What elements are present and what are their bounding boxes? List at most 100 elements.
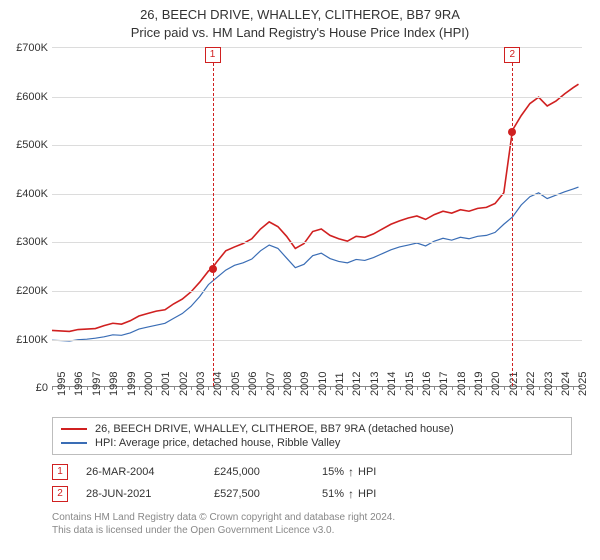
x-axis-label: 2023 xyxy=(543,372,555,396)
sale-marker-dot xyxy=(508,128,516,136)
x-axis-tick xyxy=(295,386,296,390)
x-axis-label: 2009 xyxy=(299,372,311,396)
legend-label: HPI: Average price, detached house, Ribb… xyxy=(95,437,340,449)
x-axis-label: 1996 xyxy=(73,372,85,396)
x-axis-label: 2007 xyxy=(265,372,277,396)
x-axis-label: 2004 xyxy=(212,372,224,396)
sale-marker-badge: 2 xyxy=(504,47,520,63)
sales-row-price: £245,000 xyxy=(214,466,304,478)
legend-swatch xyxy=(61,428,87,430)
sales-row-badge: 2 xyxy=(52,486,68,502)
gridline xyxy=(52,194,582,195)
sales-row-hpi-pct: 15% xyxy=(322,466,344,478)
x-axis-label: 2005 xyxy=(230,372,242,396)
sale-marker-line xyxy=(512,48,513,386)
chart-plot: £0£100K£200K£300K£400K£500K£600K£700K199… xyxy=(52,47,582,387)
footer-line2: This data is licensed under the Open Gov… xyxy=(52,524,572,537)
gridline xyxy=(52,291,582,292)
plot-area: £0£100K£200K£300K£400K£500K£600K£700K199… xyxy=(52,47,582,387)
arrow-up-icon: ↑ xyxy=(348,465,354,479)
gridline xyxy=(52,340,582,341)
y-axis-label: £400K xyxy=(0,188,48,200)
x-axis-label: 2015 xyxy=(404,372,416,396)
x-axis-label: 2012 xyxy=(351,372,363,396)
chart-title-line1: 26, BEECH DRIVE, WHALLEY, CLITHEROE, BB7… xyxy=(0,6,600,24)
x-axis-tick xyxy=(365,386,366,390)
x-axis-tick xyxy=(400,386,401,390)
sales-row-price: £527,500 xyxy=(214,488,304,500)
legend-item: 26, BEECH DRIVE, WHALLEY, CLITHEROE, BB7… xyxy=(61,422,563,436)
x-axis-tick xyxy=(226,386,227,390)
x-axis-label: 2021 xyxy=(508,372,520,396)
legend-label: 26, BEECH DRIVE, WHALLEY, CLITHEROE, BB7… xyxy=(95,423,454,435)
x-axis-tick xyxy=(434,386,435,390)
x-axis-tick xyxy=(243,386,244,390)
x-axis-tick xyxy=(573,386,574,390)
line-series-svg xyxy=(52,48,582,386)
x-axis-tick xyxy=(139,386,140,390)
sale-marker-badge: 1 xyxy=(205,47,221,63)
x-axis-label: 2019 xyxy=(473,372,485,396)
x-axis-label: 2024 xyxy=(560,372,572,396)
gridline xyxy=(52,97,582,98)
gridline xyxy=(52,145,582,146)
series-line-price_paid xyxy=(52,84,579,331)
arrow-up-icon: ↑ xyxy=(348,487,354,501)
footer-attribution: Contains HM Land Registry data © Crown c… xyxy=(52,511,572,537)
x-axis-tick xyxy=(521,386,522,390)
x-axis-label: 2011 xyxy=(334,372,346,396)
y-axis-label: £500K xyxy=(0,139,48,151)
x-axis-label: 2020 xyxy=(490,372,502,396)
x-axis-tick xyxy=(347,386,348,390)
x-axis-label: 2022 xyxy=(525,372,537,396)
x-axis-label: 2017 xyxy=(438,372,450,396)
x-axis-tick xyxy=(261,386,262,390)
y-axis-label: £0 xyxy=(0,382,48,394)
x-axis-tick xyxy=(278,386,279,390)
x-axis-tick xyxy=(539,386,540,390)
x-axis-tick xyxy=(174,386,175,390)
x-axis-label: 2018 xyxy=(456,372,468,396)
sales-table: 126-MAR-2004£245,00015%↑HPI228-JUN-2021£… xyxy=(52,461,572,505)
x-axis-tick xyxy=(556,386,557,390)
x-axis-label: 2006 xyxy=(247,372,259,396)
x-axis-tick xyxy=(313,386,314,390)
x-axis-tick xyxy=(87,386,88,390)
x-axis-label: 2013 xyxy=(369,372,381,396)
sales-row-hpi: 15%↑HPI xyxy=(322,465,422,479)
chart-title-line2: Price paid vs. HM Land Registry's House … xyxy=(0,24,600,42)
x-axis-label: 1998 xyxy=(108,372,120,396)
gridline xyxy=(52,242,582,243)
y-axis-label: £600K xyxy=(0,91,48,103)
x-axis-tick xyxy=(122,386,123,390)
x-axis-tick xyxy=(452,386,453,390)
sale-marker-dot xyxy=(209,265,217,273)
y-axis-label: £300K xyxy=(0,236,48,248)
y-axis-label: £200K xyxy=(0,285,48,297)
sales-row-date: 28-JUN-2021 xyxy=(86,488,196,500)
x-axis-tick xyxy=(504,386,505,390)
x-axis-tick xyxy=(208,386,209,390)
x-axis-tick xyxy=(382,386,383,390)
x-axis-label: 1997 xyxy=(91,372,103,396)
x-axis-tick xyxy=(156,386,157,390)
series-line-hpi xyxy=(52,187,579,341)
x-axis-label: 2003 xyxy=(195,372,207,396)
x-axis-tick xyxy=(69,386,70,390)
x-axis-label: 2025 xyxy=(577,372,589,396)
x-axis-label: 2016 xyxy=(421,372,433,396)
x-axis-label: 2008 xyxy=(282,372,294,396)
chart-title-block: 26, BEECH DRIVE, WHALLEY, CLITHEROE, BB7… xyxy=(0,0,600,41)
x-axis-label: 2001 xyxy=(160,372,172,396)
footer-line1: Contains HM Land Registry data © Crown c… xyxy=(52,511,572,524)
sales-row-hpi-pct: 51% xyxy=(322,488,344,500)
sales-row-hpi-label: HPI xyxy=(358,488,376,500)
sales-row: 2 28-JUN-2021 £527,500 51% ↑ HPI xyxy=(52,483,572,505)
x-axis-label: 2010 xyxy=(317,372,329,396)
y-axis-label: £100K xyxy=(0,334,48,346)
x-axis-label: 2014 xyxy=(386,372,398,396)
x-axis-tick xyxy=(104,386,105,390)
x-axis-tick xyxy=(417,386,418,390)
legend-swatch xyxy=(61,442,87,444)
y-axis-label: £700K xyxy=(0,42,48,54)
